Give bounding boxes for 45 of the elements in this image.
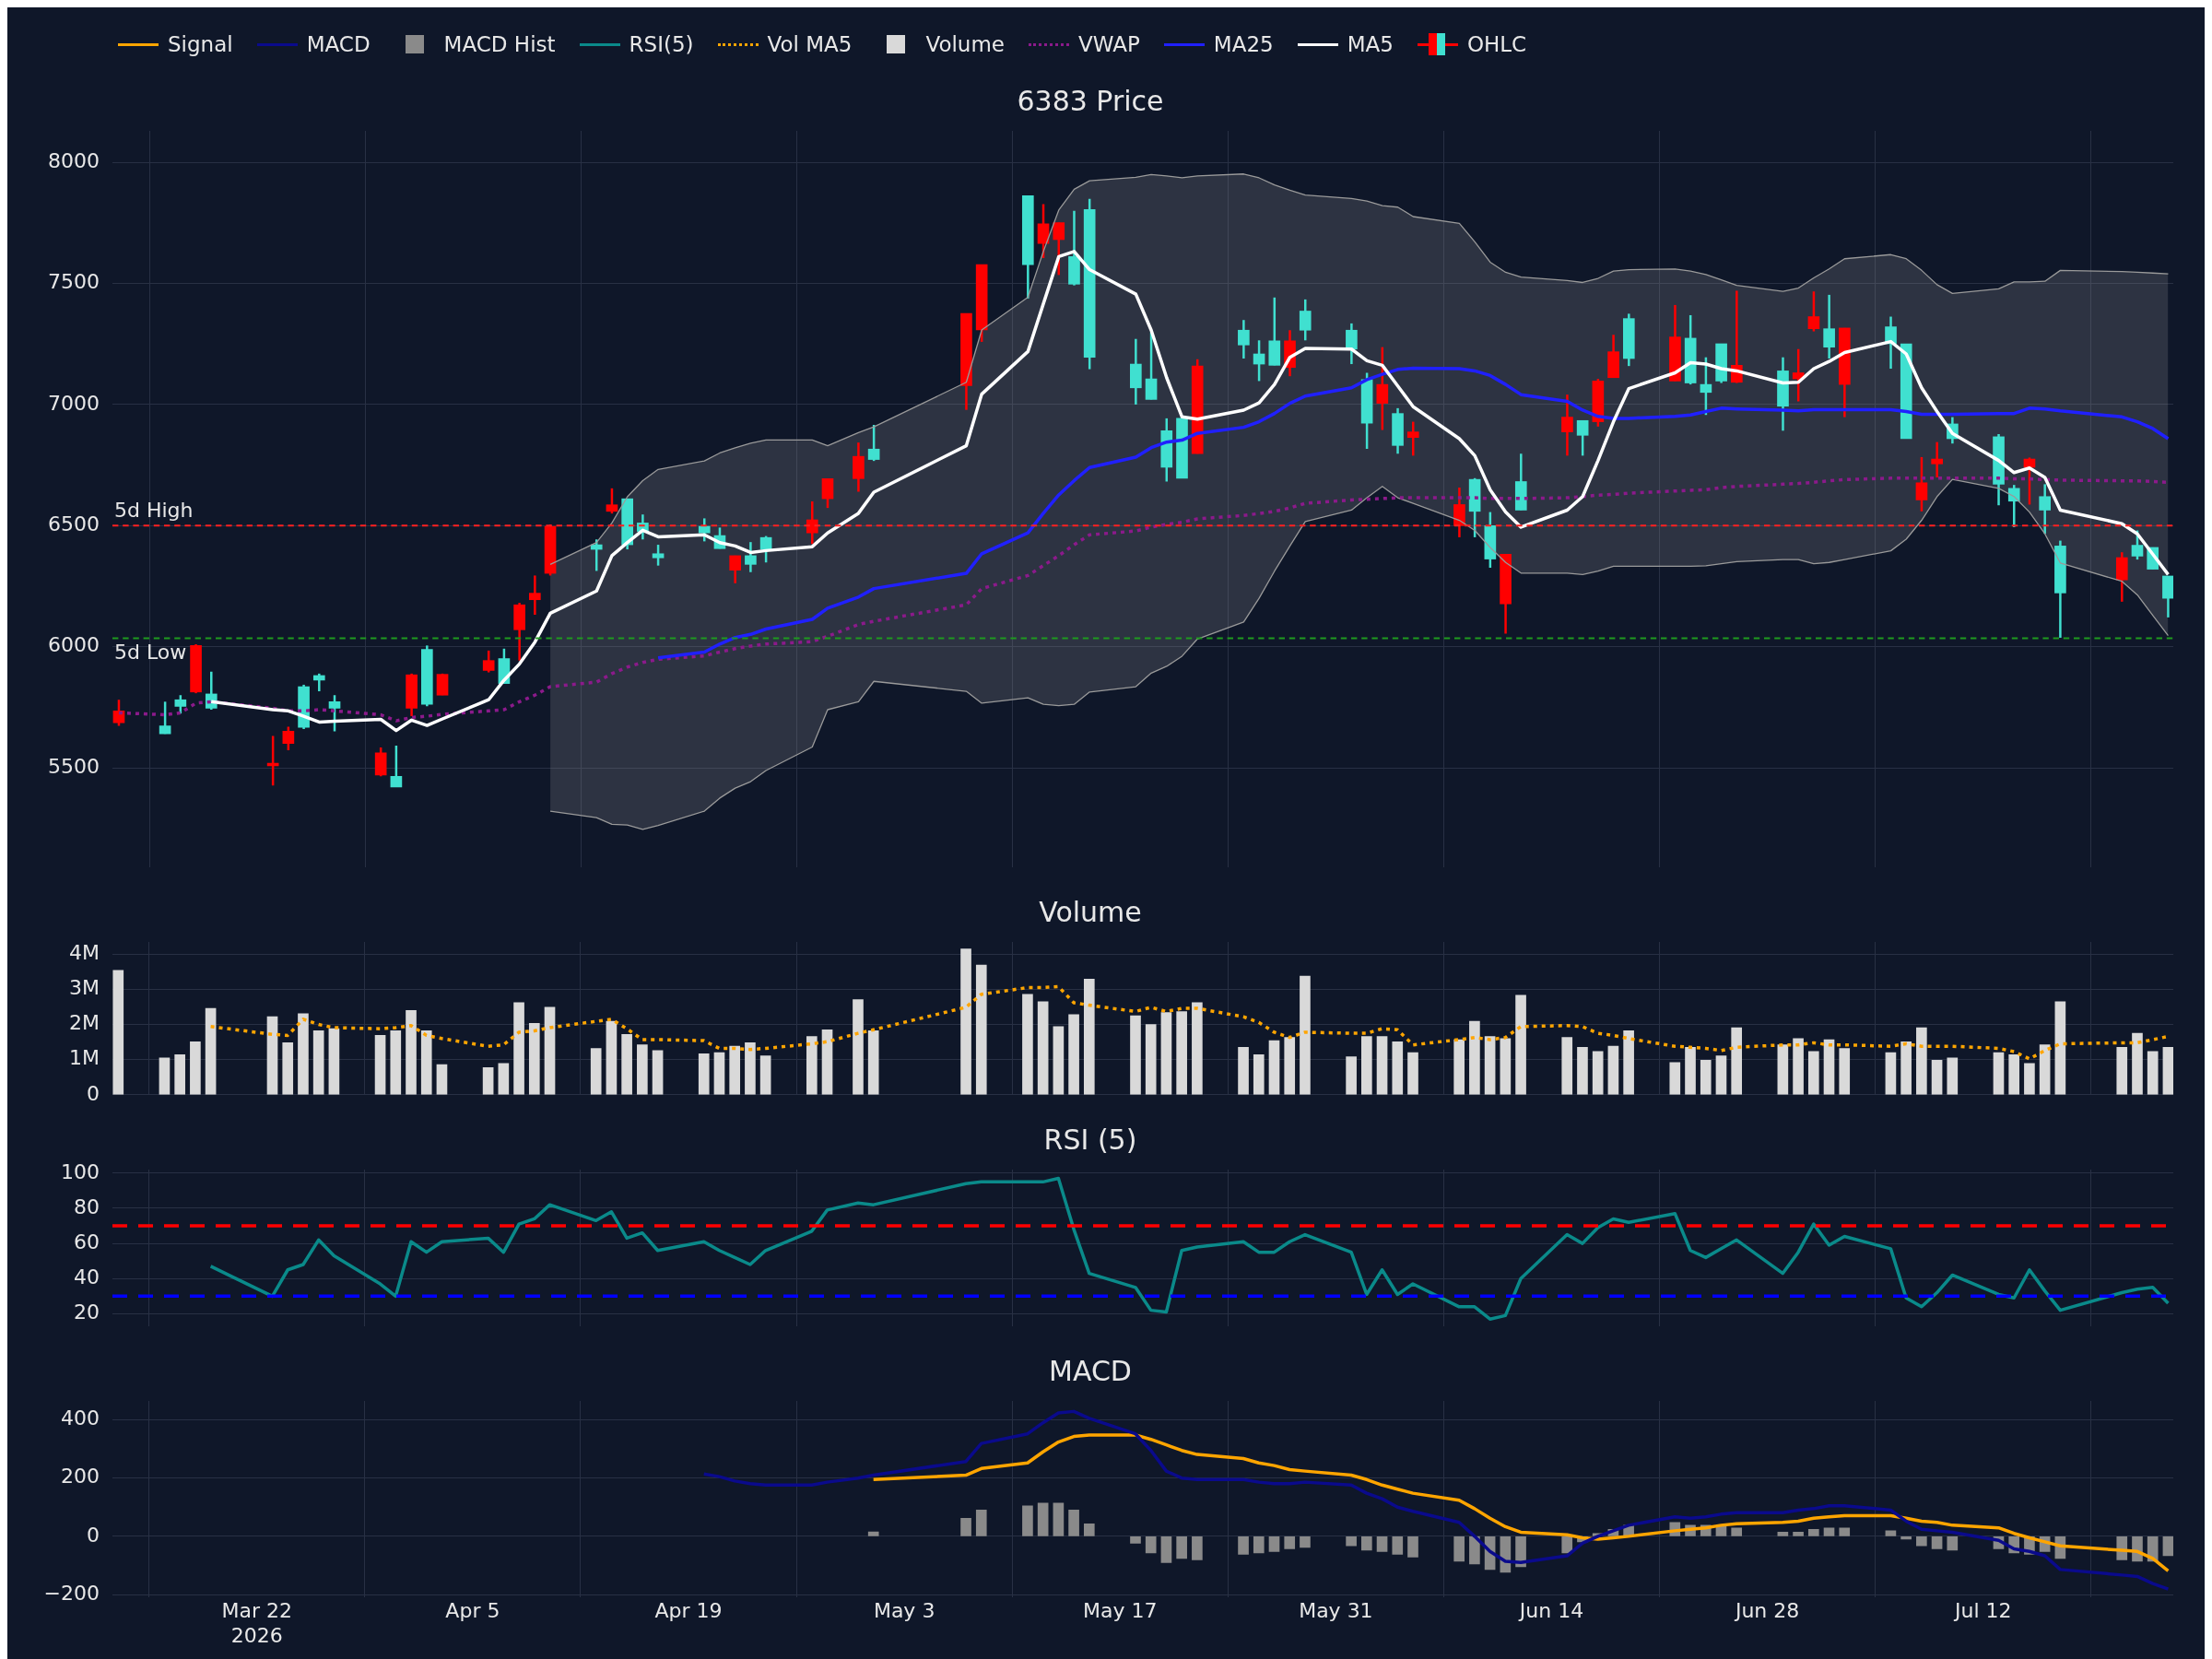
x-tick-label: Jun 28: [1733, 1599, 1800, 1623]
y-tick-label: 200: [61, 1465, 100, 1488]
legend-label: MA25: [1213, 32, 1274, 56]
ref-line-label: 5d High: [114, 499, 194, 523]
y-tick-label: 5500: [48, 754, 100, 778]
y-tick-label: 0: [87, 1081, 100, 1105]
legend-label: Volume: [925, 32, 1005, 56]
y-tick-label: 40: [74, 1265, 100, 1289]
legend-label: MACD Hist: [443, 32, 556, 56]
ref-line-label: 5d Low: [114, 641, 187, 665]
x-tick-label: Jun 14: [1517, 1599, 1584, 1623]
y-tick-label: 1M: [69, 1046, 100, 1070]
x-tick-label: May 31: [1299, 1599, 1373, 1623]
x-tick-label: May 17: [1083, 1599, 1158, 1623]
chart-title: RSI (5): [1043, 1123, 1137, 1156]
y-tick-label: 80: [74, 1194, 100, 1218]
x-tick-label: Apr 19: [654, 1599, 723, 1623]
legend-label: Signal: [168, 32, 233, 56]
y-tick-label: 60: [74, 1230, 100, 1253]
chart-title: 6383 Price: [1017, 84, 1164, 117]
x-tick-label: Apr 5: [445, 1599, 500, 1623]
legend-label: RSI(5): [629, 32, 694, 56]
y-tick-label: 7000: [48, 391, 100, 415]
x-tick-label: Jul 12: [1952, 1599, 2012, 1623]
x-tick-label: Mar 22 2026: [221, 1599, 293, 1647]
y-tick-label: 100: [61, 1159, 100, 1183]
y-tick-label: −200: [43, 1581, 100, 1605]
y-tick-label: 2M: [69, 1011, 100, 1035]
y-tick-label: 4M: [69, 941, 100, 965]
y-tick-label: 20: [74, 1300, 100, 1324]
y-tick-label: 0: [87, 1523, 100, 1547]
legend-label: MACD: [306, 32, 371, 56]
chart-title: Volume: [1039, 895, 1142, 928]
legend-label: MA5: [1347, 32, 1394, 56]
legend-label: Vol MA5: [767, 32, 853, 56]
y-tick-label: 400: [61, 1406, 100, 1430]
y-tick-label: 6500: [48, 512, 100, 536]
y-tick-label: 6000: [48, 633, 100, 657]
legend-label: VWAP: [1078, 32, 1140, 56]
y-tick-label: 7500: [48, 270, 100, 294]
legend-label: OHLC: [1466, 32, 1527, 56]
x-tick-label: May 3: [873, 1599, 935, 1623]
y-tick-label: 8000: [48, 148, 100, 172]
y-tick-label: 3M: [69, 976, 100, 1000]
chart-title: MACD: [1049, 1354, 1132, 1387]
